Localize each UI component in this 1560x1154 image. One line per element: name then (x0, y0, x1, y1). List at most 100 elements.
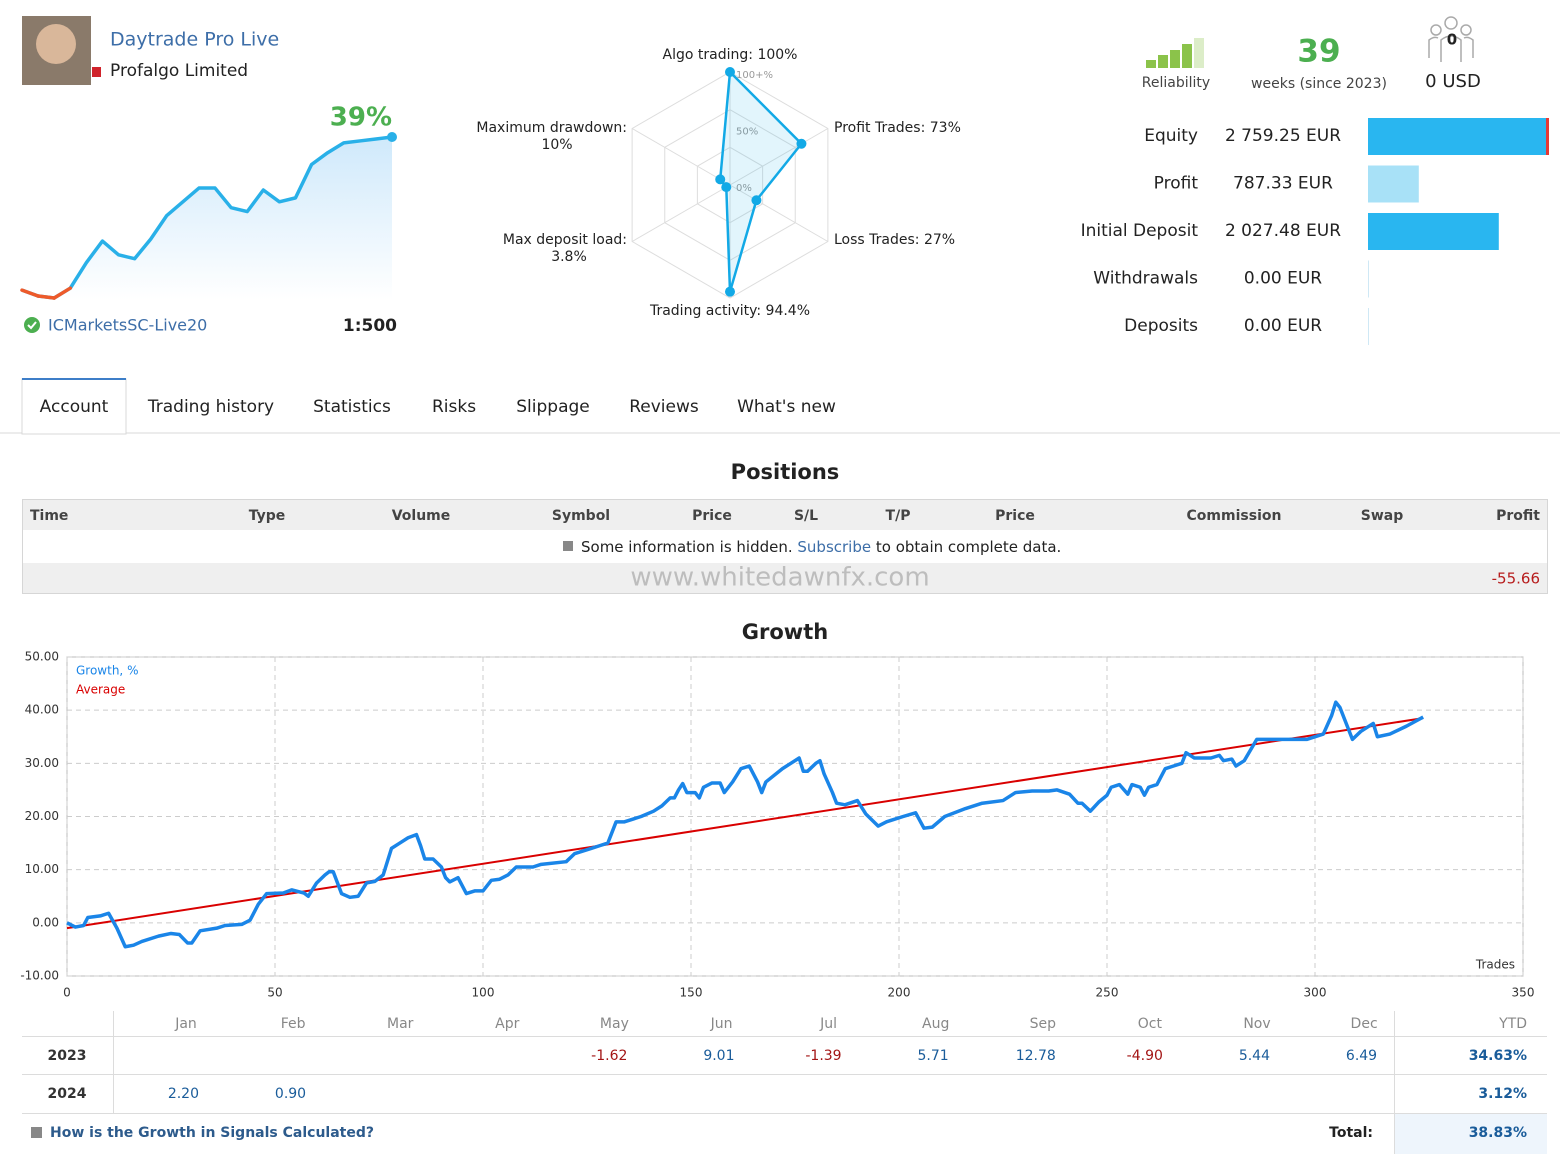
column-header: Price (692, 508, 732, 524)
month-header: Oct (1138, 1016, 1163, 1032)
column-header: Swap (1361, 508, 1404, 524)
tab[interactable]: Trading history (147, 397, 274, 417)
sparkline-loss (52, 286, 73, 300)
radar-point (715, 174, 726, 185)
month-value: 5.44 (1239, 1048, 1270, 1064)
y-tick-label: 30.00 (25, 756, 59, 770)
reliability-icon (1146, 38, 1204, 68)
help-icon (31, 1127, 42, 1138)
x-tick-label: 50 (267, 986, 282, 1000)
radar-axis-value: 94.4% (766, 303, 810, 319)
month-header: May (600, 1016, 629, 1032)
balance-value: 2 759.25 EUR (1225, 126, 1341, 146)
month-value: 0.90 (275, 1086, 306, 1102)
month-header: Dec (1351, 1016, 1378, 1032)
positions-title: Positions (731, 460, 840, 484)
y-tick-label: 0.00 (32, 915, 59, 929)
funds: 0 USD (1425, 71, 1481, 92)
chart-title: Growth (742, 620, 828, 644)
broker[interactable]: ICMarketsSC-Live20 (48, 316, 207, 335)
column-header: Price (995, 508, 1035, 524)
tab[interactable]: Reviews (629, 397, 699, 417)
month-value: -4.90 (1127, 1048, 1163, 1064)
radar-axis-value: 27% (924, 232, 955, 248)
total-value: 38.83% (1469, 1125, 1527, 1141)
radar-point (796, 138, 807, 149)
month-header: Apr (495, 1016, 519, 1032)
hidden-notice: Some information is hidden. Subscribe to… (581, 538, 1061, 556)
radar-axis-name: Max deposit load: (503, 232, 627, 248)
radar-axis-name: Trading activity: (649, 303, 761, 319)
balance-bar (1368, 165, 1419, 203)
reliability-label: Reliability (1142, 75, 1210, 91)
tab[interactable]: Risks (432, 397, 476, 417)
radar-label: Algo trading: 100% (663, 47, 798, 63)
sparkline-area (22, 137, 392, 300)
month-value: 12.78 (1016, 1048, 1056, 1064)
weeks: 39 (1297, 34, 1340, 70)
balance-value: 0.00 EUR (1244, 269, 1322, 289)
avatar-face (36, 24, 76, 64)
watermark: www.whitedawnfx.com (630, 563, 929, 593)
growth-value: 39% (330, 103, 392, 133)
x-tick-label: 350 (1512, 986, 1535, 1000)
column-header: S/L (794, 508, 818, 524)
plot-area (66, 656, 1524, 977)
radar-axis-name: Profit Trades: (834, 120, 925, 136)
radar-point (721, 182, 732, 193)
month-value: 5.71 (918, 1048, 949, 1064)
column-header: Profit (1496, 508, 1540, 524)
sparkline-loss (20, 288, 40, 298)
balance-label: Initial Deposit (1081, 221, 1199, 241)
radar-axis-value: 73% (930, 120, 961, 136)
y-tick-label: 50.00 (25, 650, 59, 664)
verified-check (27, 321, 37, 330)
radar-ring-label: 0% (736, 183, 752, 194)
month-value: 9.01 (703, 1048, 734, 1064)
tab-active-bar (22, 378, 126, 380)
legend-entry: Average (76, 683, 125, 697)
x-axis-label: Trades (1475, 958, 1515, 972)
radar-axis-value: 10% (541, 137, 572, 153)
month-header: Feb (281, 1016, 306, 1032)
x-tick-label: 250 (1096, 986, 1119, 1000)
signal-name[interactable]: Daytrade Pro Live (110, 29, 279, 51)
positions-total-row (23, 563, 1547, 593)
positions-header (23, 500, 1547, 530)
y-tick-label: 40.00 (25, 703, 59, 717)
series-line (66, 700, 1424, 949)
total-cell (1395, 1114, 1547, 1154)
radar-axis-name: Loss Trades: (834, 232, 920, 248)
balance-value: 2 027.48 EUR (1225, 221, 1341, 241)
tab[interactable]: What's new (737, 397, 836, 417)
sparkline-end (387, 132, 397, 142)
subscribe-link[interactable]: Subscribe (797, 538, 871, 556)
column-header: T/P (886, 508, 911, 524)
help-link[interactable]: How is the Growth in Signals Calculated? (50, 1125, 374, 1141)
y-tick-label: 20.00 (25, 809, 59, 823)
legend-entry: Growth, % (76, 664, 138, 678)
tab[interactable]: Statistics (313, 397, 391, 417)
total-profit: -55.66 (1492, 570, 1540, 588)
balance-value: 0.00 EUR (1244, 316, 1322, 336)
monthly-table-lines (22, 1011, 1547, 1154)
balance-bar (1368, 118, 1546, 155)
month-header: YTD (1498, 1016, 1527, 1032)
radar-label: Loss Trades: 27% (834, 232, 955, 248)
year: 2024 (48, 1086, 87, 1102)
month-header: Nov (1243, 1016, 1270, 1032)
x-tick-label: 0 (63, 986, 71, 1000)
tab[interactable]: Account (40, 397, 109, 417)
tab[interactable]: Slippage (516, 397, 590, 417)
y-tick-label: 10.00 (25, 862, 59, 876)
radar-spoke (631, 128, 731, 186)
series-line (66, 717, 1424, 930)
month-value: -1.39 (805, 1048, 841, 1064)
radar-spoke (729, 184, 829, 242)
radar-area (718, 69, 804, 293)
flag (92, 67, 101, 77)
radar-point (751, 195, 762, 206)
total-label: Total: (1329, 1125, 1373, 1141)
subscribers-icon (1428, 16, 1474, 62)
